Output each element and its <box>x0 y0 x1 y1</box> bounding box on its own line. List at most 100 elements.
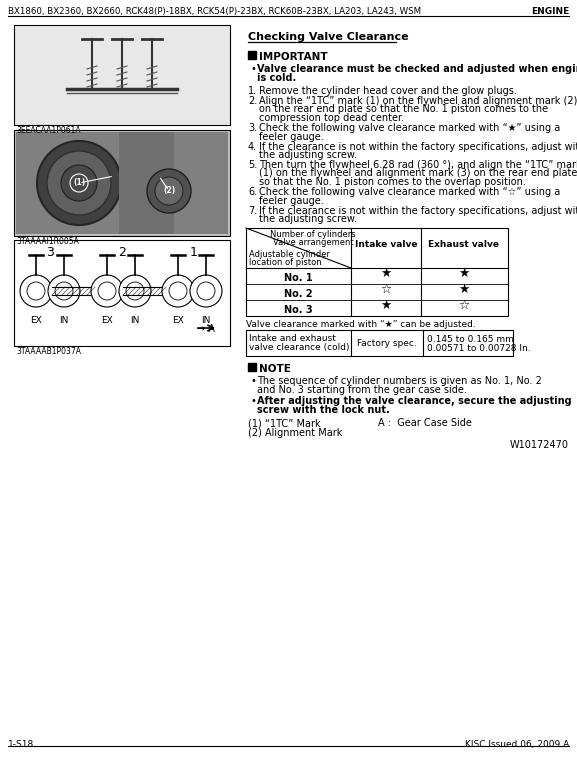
Text: •: • <box>250 396 256 406</box>
Circle shape <box>20 275 52 307</box>
Text: ★: ★ <box>380 267 392 280</box>
Text: 5.: 5. <box>248 160 257 170</box>
Bar <box>14 130 230 236</box>
Text: 3EEACAA1P061A: 3EEACAA1P061A <box>16 126 81 135</box>
Text: compression top dead center.: compression top dead center. <box>259 113 404 123</box>
Bar <box>14 25 230 125</box>
Bar <box>246 228 508 316</box>
Text: 1: 1 <box>190 246 198 259</box>
Text: If the clearance is not within the factory specifications, adjust with: If the clearance is not within the facto… <box>259 205 577 215</box>
Text: EX: EX <box>172 316 184 325</box>
Text: ★: ★ <box>458 267 470 280</box>
Text: Intake valve: Intake valve <box>355 240 417 249</box>
Circle shape <box>119 275 151 307</box>
Text: Align the “1TC” mark (1) on the flywheel and alignment mark (2): Align the “1TC” mark (1) on the flywheel… <box>259 96 577 106</box>
Bar <box>246 330 513 356</box>
Bar <box>119 132 174 234</box>
Text: IN: IN <box>59 316 69 325</box>
Text: ★: ★ <box>458 283 470 296</box>
Circle shape <box>48 275 80 307</box>
Text: Factory spec.: Factory spec. <box>357 339 417 348</box>
Text: screw with the lock nut.: screw with the lock nut. <box>257 405 389 415</box>
Text: 2: 2 <box>118 246 126 259</box>
Text: (1) on the flywheel and alignment mark (3) on the rear end plate: (1) on the flywheel and alignment mark (… <box>259 169 577 178</box>
Text: 3TAAAAI1R005A: 3TAAAAI1R005A <box>16 237 79 246</box>
Circle shape <box>147 169 191 213</box>
Circle shape <box>61 165 97 201</box>
Text: 0.145 to 0.165 mm: 0.145 to 0.165 mm <box>427 335 514 344</box>
Text: Valve clearance must be checked and adjusted when engine: Valve clearance must be checked and adju… <box>257 64 577 74</box>
Text: After adjusting the valve clearance, secure the adjusting: After adjusting the valve clearance, sec… <box>257 396 572 406</box>
Text: 0.00571 to 0.00728 In.: 0.00571 to 0.00728 In. <box>427 344 531 353</box>
Text: 2.: 2. <box>248 96 257 106</box>
Text: No. 1: No. 1 <box>284 273 312 283</box>
Text: •: • <box>250 64 256 74</box>
Circle shape <box>155 177 183 205</box>
Text: A :  Gear Case Side: A : Gear Case Side <box>378 418 472 428</box>
Circle shape <box>27 282 45 300</box>
Circle shape <box>91 275 123 307</box>
Circle shape <box>37 141 121 225</box>
Circle shape <box>126 282 144 300</box>
Bar <box>14 240 230 346</box>
Text: Number of cylinders: Number of cylinders <box>270 230 356 239</box>
Text: Remove the cylinder head cover and the glow plugs.: Remove the cylinder head cover and the g… <box>259 86 517 96</box>
Text: EX: EX <box>101 316 113 325</box>
Text: NOTE: NOTE <box>259 364 291 374</box>
Text: → A: → A <box>197 324 215 334</box>
Circle shape <box>162 275 194 307</box>
Text: Check the following valve clearance marked with “★” using a: Check the following valve clearance mark… <box>259 123 560 133</box>
Text: No. 2: No. 2 <box>284 289 312 299</box>
Text: Checking Valve Clearance: Checking Valve Clearance <box>248 32 409 42</box>
Text: BX1860, BX2360, BX2660, RCK48(P)-18BX, RCK54(P)-23BX, RCK60B-23BX, LA203, LA243,: BX1860, BX2360, BX2660, RCK48(P)-18BX, R… <box>8 7 421 16</box>
Bar <box>16 132 228 234</box>
Text: is cold.: is cold. <box>257 73 296 83</box>
Text: Check the following valve clearance marked with “☆” using a: Check the following valve clearance mark… <box>259 187 560 197</box>
Circle shape <box>55 282 73 300</box>
Text: (2) Alignment Mark: (2) Alignment Mark <box>248 428 342 438</box>
Text: ☆: ☆ <box>458 299 470 312</box>
Text: feeler gauge.: feeler gauge. <box>259 132 324 142</box>
Text: IN: IN <box>130 316 140 325</box>
Text: and No. 3 starting from the gear case side.: and No. 3 starting from the gear case si… <box>257 385 467 395</box>
Text: valve clearance (cold): valve clearance (cold) <box>249 343 350 352</box>
Text: 7.: 7. <box>248 205 257 215</box>
Text: The sequence of cylinder numbers is given as No. 1, No. 2: The sequence of cylinder numbers is give… <box>257 376 542 386</box>
Text: 1.: 1. <box>248 86 257 96</box>
Text: IMPORTANT: IMPORTANT <box>259 52 328 62</box>
Text: Adjustable cylinder: Adjustable cylinder <box>249 250 330 259</box>
Text: 4.: 4. <box>248 142 257 152</box>
Text: Intake and exhaust: Intake and exhaust <box>249 334 336 343</box>
Bar <box>248 51 256 59</box>
Text: the adjusting screw.: the adjusting screw. <box>259 150 357 160</box>
Text: Exhaust valve: Exhaust valve <box>429 240 500 249</box>
Circle shape <box>197 282 215 300</box>
Text: 1-S18: 1-S18 <box>8 740 34 749</box>
Text: location of piston: location of piston <box>249 258 321 267</box>
Text: the adjusting screw.: the adjusting screw. <box>259 214 357 224</box>
Bar <box>248 363 256 371</box>
Text: IN: IN <box>201 316 211 325</box>
Text: 3TAAAAB1P037A: 3TAAAAB1P037A <box>16 347 81 356</box>
Circle shape <box>98 282 116 300</box>
Text: (1): (1) <box>73 178 85 188</box>
Text: No. 3: No. 3 <box>284 305 312 315</box>
Text: If the clearance is not within the factory specifications, adjust with: If the clearance is not within the facto… <box>259 142 577 152</box>
Text: •: • <box>250 376 256 386</box>
Text: ENGINE: ENGINE <box>531 7 569 16</box>
Text: KISC Issued 06, 2009 A: KISC Issued 06, 2009 A <box>464 740 569 749</box>
Text: (1) “1TC” Mark: (1) “1TC” Mark <box>248 418 321 428</box>
Text: W10172470: W10172470 <box>510 440 569 450</box>
Circle shape <box>169 282 187 300</box>
Text: 3.: 3. <box>248 123 257 133</box>
Text: ★: ★ <box>380 299 392 312</box>
Text: so that the No. 1 piston comes to the overlap position.: so that the No. 1 piston comes to the ov… <box>259 177 526 187</box>
Text: Then turn the flywheel 6.28 rad (360 °), and align the “1TC” mark: Then turn the flywheel 6.28 rad (360 °),… <box>259 160 577 170</box>
Text: ☆: ☆ <box>380 283 392 296</box>
Text: feeler gauge.: feeler gauge. <box>259 195 324 205</box>
Text: on the rear end plate so that the No. 1 piston comes to the: on the rear end plate so that the No. 1 … <box>259 104 548 114</box>
Text: EX: EX <box>30 316 42 325</box>
Circle shape <box>47 151 111 215</box>
Text: 3: 3 <box>46 246 54 259</box>
Text: Valve arrangement: Valve arrangement <box>273 238 353 247</box>
